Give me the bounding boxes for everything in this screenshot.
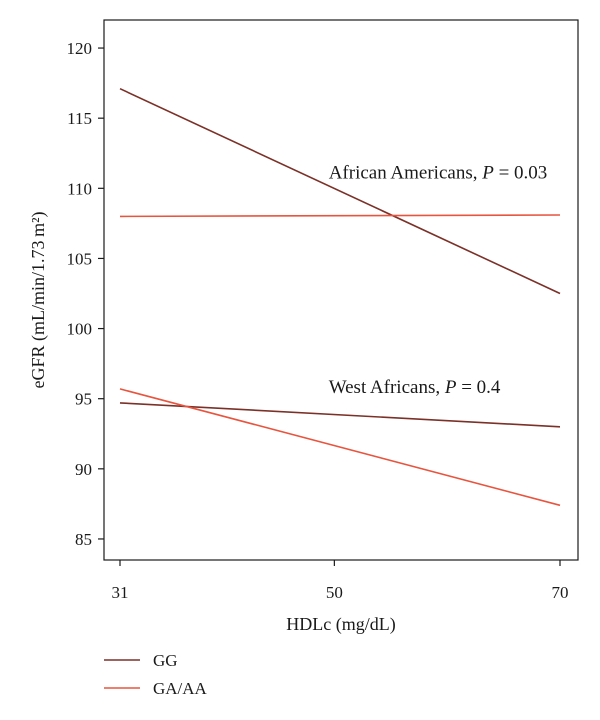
- series-line-west-africans-gg: [119, 402, 561, 428]
- y-tick-label: 120: [67, 39, 93, 58]
- y-tick-label: 105: [67, 249, 93, 268]
- series-lines: [119, 87, 561, 507]
- x-tick-label: 70: [552, 583, 569, 602]
- legend-label: GG: [153, 651, 178, 670]
- series-line-west-africans-ga-aa: [119, 388, 561, 507]
- y-tick-label: 90: [75, 460, 92, 479]
- legend: GG GA/AA: [104, 651, 208, 698]
- y-tick-label: 115: [67, 109, 92, 128]
- x-tick-label: 50: [326, 583, 343, 602]
- series-line-african-americans-ga-aa: [119, 214, 561, 218]
- y-axis-title: eGFR (mL/min/1.73 m²): [28, 212, 49, 389]
- y-tick-label: 100: [67, 320, 93, 339]
- axes: 85 90 95 100 105 110 115 120 31 50 70: [67, 19, 579, 602]
- x-axis-title: HDLc (mg/dL): [286, 614, 395, 635]
- y-tick-label: 85: [75, 530, 92, 549]
- x-tick-label: 31: [112, 583, 129, 602]
- series-line-african-americans-gg: [119, 87, 561, 295]
- legend-label: GA/AA: [153, 679, 208, 698]
- annotation: West Africans, P = 0.4: [329, 377, 501, 398]
- plot-frame: [103, 19, 579, 561]
- y-tick-label: 110: [67, 179, 92, 198]
- y-tick-label: 95: [75, 390, 92, 409]
- annotations: African Americans, P = 0.03 West Africans…: [329, 162, 548, 398]
- annotation: African Americans, P = 0.03: [329, 162, 548, 183]
